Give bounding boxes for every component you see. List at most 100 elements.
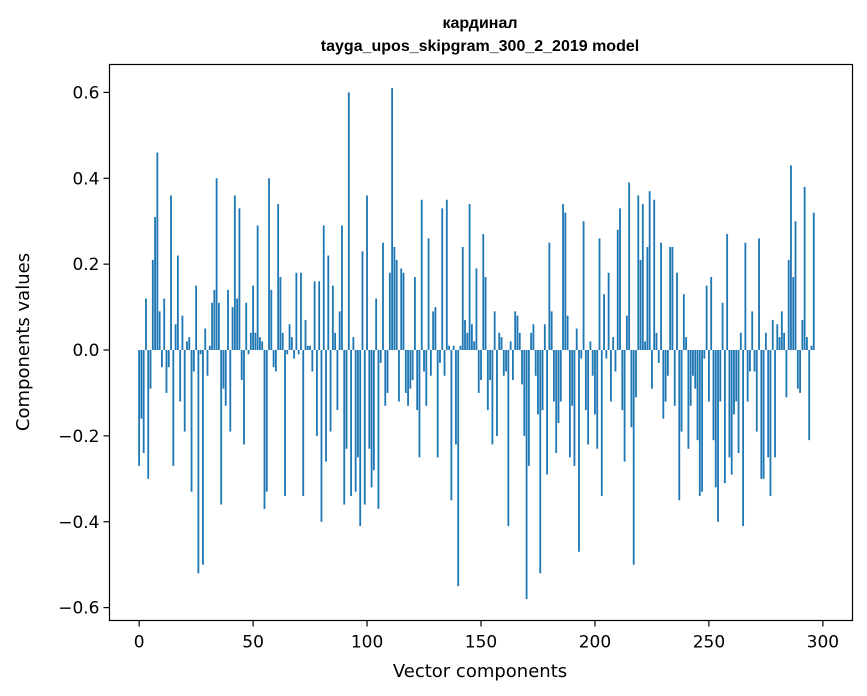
bar [215,178,218,351]
bar [170,195,172,351]
bar [361,251,364,351]
bar [363,350,366,505]
bar [778,337,781,351]
bar [466,332,469,351]
bar [320,350,323,522]
bar [391,88,394,351]
bar [785,350,788,398]
bar [382,242,384,351]
bar [548,242,551,351]
bar [254,332,257,351]
bar [432,311,435,351]
bar [138,350,141,466]
bar [443,350,446,376]
bar [277,204,280,351]
bar [749,350,751,372]
bar [142,350,145,454]
bar [252,285,254,351]
bar [154,216,156,351]
bar [714,350,717,488]
bar [764,332,767,351]
bar [423,350,425,372]
bar [183,350,186,432]
bar [584,350,587,411]
bar [249,332,252,351]
bar [222,350,225,389]
bar [712,350,715,441]
bar [470,324,473,351]
bar [571,350,574,406]
y-tick-label: −0.6 [58,599,99,619]
bar [730,350,733,475]
bar [306,345,309,351]
bar [568,350,571,458]
x-axis-label: Vector components [393,661,567,682]
bar [375,298,378,351]
bar [653,199,656,351]
bar [685,337,688,351]
bar [386,350,389,393]
y-axis-ticks: −0.6 −0.4 −0.2 0.0 0.2 0.4 0.6 [58,83,110,619]
bar [256,225,259,351]
x-tick-label: 0 [134,633,145,653]
bar [329,350,332,432]
bar [678,350,681,501]
bar [780,311,783,351]
bar [767,350,770,458]
bar [644,341,647,351]
x-axis-ticks: 0 50 100 150 200 250 300 [134,620,839,653]
bar [598,238,601,351]
bar [411,350,414,381]
bar [290,337,293,351]
bar [726,234,729,351]
bar [498,332,501,351]
bar [452,345,455,351]
bar [395,259,398,351]
bar [190,350,193,492]
bar [151,259,154,351]
bar [657,350,660,363]
bar [505,350,507,372]
bar [774,350,776,458]
bar [457,350,460,587]
bar [450,350,453,501]
chart-title: кардинал tayga_upos_skipgram_300_2_2019 … [321,15,639,55]
y-axis-label: Components values [13,253,34,431]
bar [372,350,375,471]
bar [398,350,400,402]
bar [573,350,576,466]
bar [366,195,368,351]
y-tick-label: 0.4 [72,169,99,189]
bar [607,272,610,351]
bar [594,350,596,415]
bar [806,337,808,351]
bar [482,234,485,351]
bar [621,350,624,411]
bar [227,289,229,351]
bar [705,285,708,351]
bar [614,350,617,372]
bar [728,350,731,458]
bar [673,350,676,406]
bar [575,328,578,351]
bar [238,208,241,351]
bar [537,350,539,415]
bar [557,350,560,423]
bar [434,307,437,351]
bar [480,350,482,381]
bar [539,350,542,574]
bar [409,350,412,389]
bar [635,350,637,398]
bar [441,208,444,351]
bar [475,268,478,351]
bar [632,350,635,565]
bar [733,350,735,415]
bar [345,350,348,449]
bar [516,315,519,351]
bar [559,350,562,402]
bar [288,324,291,351]
bar [514,311,517,351]
bar [359,350,362,527]
bar [199,350,202,355]
bar [641,204,644,351]
